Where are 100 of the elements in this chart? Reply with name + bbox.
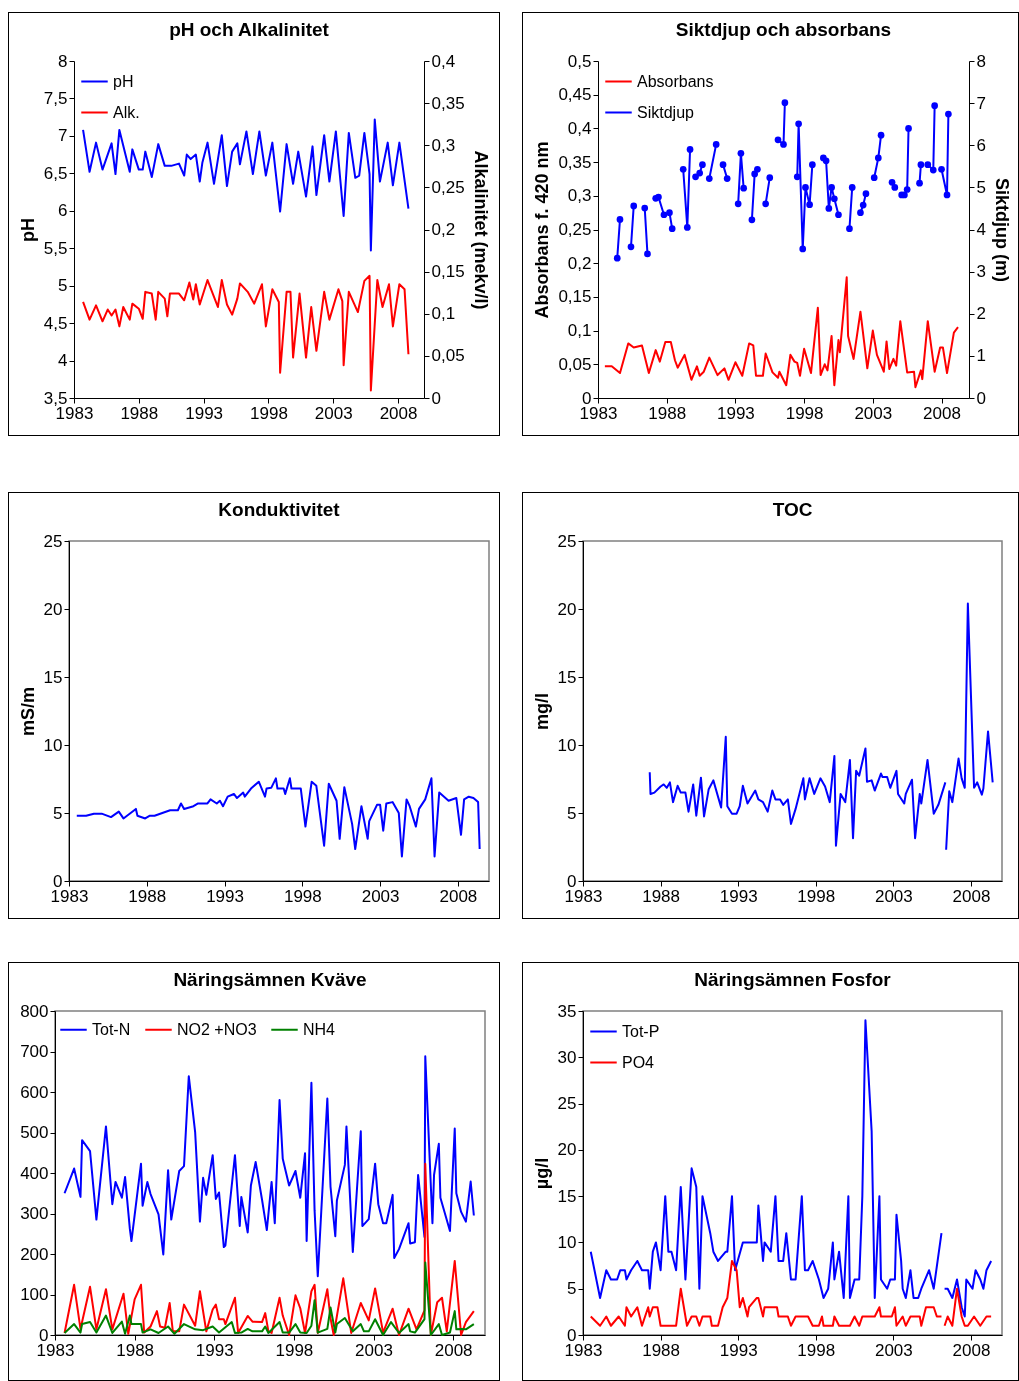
x-tick-label: 1993 [195, 1340, 234, 1360]
y2-tick-label: 0,1 [431, 304, 456, 324]
x-tick-label: 2008 [434, 1340, 473, 1360]
y2-tick-label: 0,4 [431, 51, 456, 71]
y-tick-label: 5 [567, 1279, 577, 1299]
chart-title: Näringsämnen Fosfor [694, 969, 892, 990]
line-series [603, 276, 960, 389]
line-series [75, 777, 481, 858]
x-tick-label: 1988 [116, 1340, 155, 1360]
y-tick-label: 700 [20, 1042, 49, 1061]
x-tick-label: 1998 [785, 403, 824, 423]
x-tick-label: 1988 [120, 403, 159, 423]
y-tick-label: 5 [567, 803, 577, 823]
y2-tick-label: 4 [976, 220, 986, 239]
line-series [82, 118, 410, 252]
y2-tick-label: 0 [431, 388, 441, 408]
y-tick-label: 0,4 [567, 118, 592, 138]
y-axis-title: mg/l [531, 692, 552, 731]
y-tick-label: 20 [557, 1140, 577, 1160]
y-tick-label: 35 [557, 1001, 577, 1021]
y-tick-label: 4,5 [43, 313, 68, 333]
y2-tick-label: 5 [976, 177, 986, 197]
y-tick-label: 0,45 [558, 85, 592, 105]
y2-axis-title: Alkalinitet (mekv/l) [470, 150, 491, 310]
y-tick-label: 0,15 [558, 287, 592, 307]
y-tick-label: 0,25 [558, 220, 592, 239]
y-tick-label: 10 [557, 1232, 577, 1252]
y2-tick-label: 0,35 [431, 93, 465, 113]
y-axis-title: Absorbans f. 420 nm [532, 141, 553, 319]
x-tick-label: 2003 [874, 1340, 913, 1360]
x-tick-label: 1988 [128, 886, 167, 906]
y-tick-label: 15 [557, 1186, 577, 1206]
y-tick-label: 8 [58, 51, 68, 71]
y2-tick-label: 0,25 [431, 177, 465, 197]
y-tick-label: 6 [58, 201, 68, 221]
x-tick-label: 1998 [283, 886, 322, 906]
y-tick-label: 300 [20, 1204, 49, 1223]
y-tick-label: 6,5 [43, 163, 68, 183]
y-tick-label: 5,5 [43, 238, 68, 258]
y-tick-label: 20 [557, 599, 577, 619]
x-tick-label: 1998 [275, 1340, 314, 1360]
x-tick-label: 1993 [719, 1340, 758, 1360]
y-tick-label: 0,35 [558, 152, 592, 172]
x-tick-label: 2003 [314, 403, 353, 423]
y2-tick-label: 3 [976, 262, 986, 282]
y-tick-label: 25 [43, 531, 63, 551]
y-tick-label: 7 [58, 126, 68, 146]
x-tick-label: 1998 [250, 403, 288, 423]
legend-label: Absorbans [637, 72, 714, 90]
x-tick-label: 2003 [854, 403, 893, 423]
y-tick-label: 200 [20, 1244, 49, 1264]
y-tick-label: 10 [43, 735, 63, 755]
legend-label: Tot-P [622, 1022, 660, 1040]
y-tick-label: 0,2 [567, 253, 592, 273]
x-tick-label: 2003 [874, 886, 913, 906]
x-tick-label: 2003 [361, 886, 400, 906]
y2-tick-label: 6 [976, 135, 986, 155]
y-tick-label: 25 [557, 1094, 577, 1114]
chart-title: pH och Alkalinitet [169, 19, 330, 40]
y2-tick-label: 1 [976, 346, 986, 366]
y-tick-label: 30 [557, 1047, 577, 1067]
x-tick-label: 1993 [716, 403, 755, 423]
x-tick-label: 1993 [185, 403, 224, 423]
legend-label: PO4 [622, 1053, 655, 1071]
legend-label: NO2 +NO3 [177, 1020, 257, 1038]
x-tick-label: 1993 [719, 886, 758, 906]
y2-axis-title: Siktdjup (m) [991, 178, 1012, 282]
y2-tick-label: 0,2 [431, 220, 456, 239]
y-tick-label: 500 [20, 1123, 49, 1142]
line-series [82, 274, 410, 392]
line-series [63, 1162, 475, 1336]
y-tick-label: 20 [43, 599, 63, 619]
y-tick-label: 0,05 [558, 354, 592, 374]
x-tick-label: 1998 [797, 886, 836, 906]
y-tick-label: 0,5 [567, 51, 592, 71]
y-tick-label: 400 [20, 1163, 49, 1183]
y-axis-title: mS/m [17, 686, 38, 737]
y-tick-label: 15 [43, 667, 63, 687]
y-tick-label: 0,1 [567, 321, 592, 341]
x-tick-label: 1993 [206, 886, 244, 906]
line-series [63, 1261, 475, 1336]
y2-tick-label: 0,3 [431, 135, 456, 155]
x-tick-label: 2008 [923, 403, 961, 423]
chart-title: Siktdjup och absorbans [675, 19, 892, 40]
x-tick-label: 2008 [952, 1340, 991, 1360]
x-tick-label: 1988 [642, 1340, 681, 1360]
y2-tick-label: 8 [976, 51, 986, 71]
y-axis-title: pH [17, 218, 38, 242]
y-axis-title: µg/l [531, 1157, 552, 1190]
legend-label: pH [113, 72, 134, 90]
y-tick-label: 4 [58, 351, 68, 371]
legend-label: Alk. [113, 103, 140, 121]
legend-label: Siktdjup [637, 103, 695, 121]
legend-label: Tot-N [92, 1020, 131, 1038]
y-tick-label: 600 [20, 1082, 49, 1102]
x-tick-label: 1988 [648, 403, 687, 423]
x-tick-label: 2003 [355, 1340, 393, 1360]
y-tick-label: 3,5 [43, 388, 68, 408]
y2-tick-label: 0 [976, 388, 986, 408]
x-tick-label: 1988 [642, 886, 681, 906]
